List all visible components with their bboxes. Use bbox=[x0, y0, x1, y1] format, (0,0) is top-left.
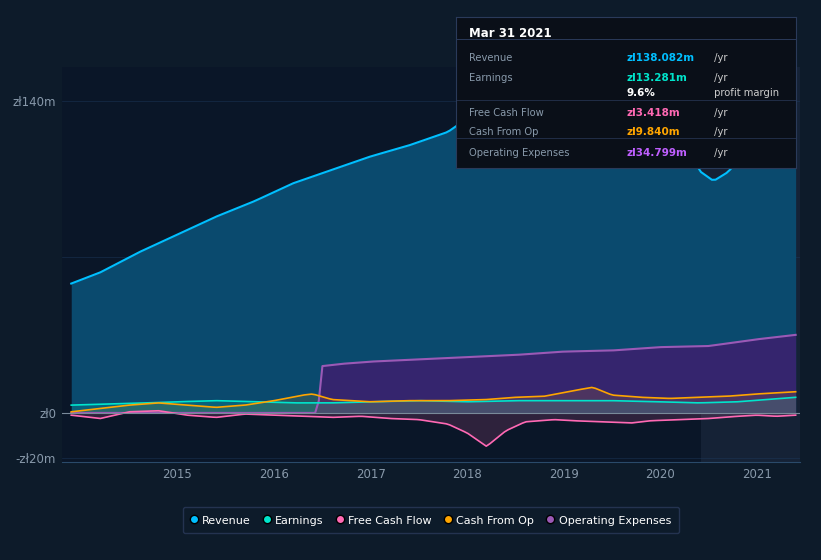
Bar bbox=[701, 67, 800, 462]
Text: Free Cash Flow: Free Cash Flow bbox=[470, 108, 544, 118]
Text: Revenue: Revenue bbox=[470, 53, 512, 63]
Text: Operating Expenses: Operating Expenses bbox=[470, 148, 570, 158]
Text: Cash From Op: Cash From Op bbox=[470, 127, 539, 137]
Text: zl13.281m: zl13.281m bbox=[626, 73, 687, 83]
Text: profit margin: profit margin bbox=[711, 88, 779, 98]
Text: /yr: /yr bbox=[711, 53, 727, 63]
Text: Earnings: Earnings bbox=[470, 73, 513, 83]
Legend: Revenue, Earnings, Free Cash Flow, Cash From Op, Operating Expenses: Revenue, Earnings, Free Cash Flow, Cash … bbox=[183, 507, 679, 534]
Text: /yr: /yr bbox=[711, 148, 727, 158]
Text: /yr: /yr bbox=[711, 73, 727, 83]
Text: Mar 31 2021: Mar 31 2021 bbox=[470, 27, 552, 40]
Text: 9.6%: 9.6% bbox=[626, 88, 655, 98]
Text: zl3.418m: zl3.418m bbox=[626, 108, 680, 118]
Text: /yr: /yr bbox=[711, 127, 727, 137]
Text: zl34.799m: zl34.799m bbox=[626, 148, 687, 158]
Text: zl9.840m: zl9.840m bbox=[626, 127, 680, 137]
Text: zl138.082m: zl138.082m bbox=[626, 53, 694, 63]
Text: /yr: /yr bbox=[711, 108, 727, 118]
